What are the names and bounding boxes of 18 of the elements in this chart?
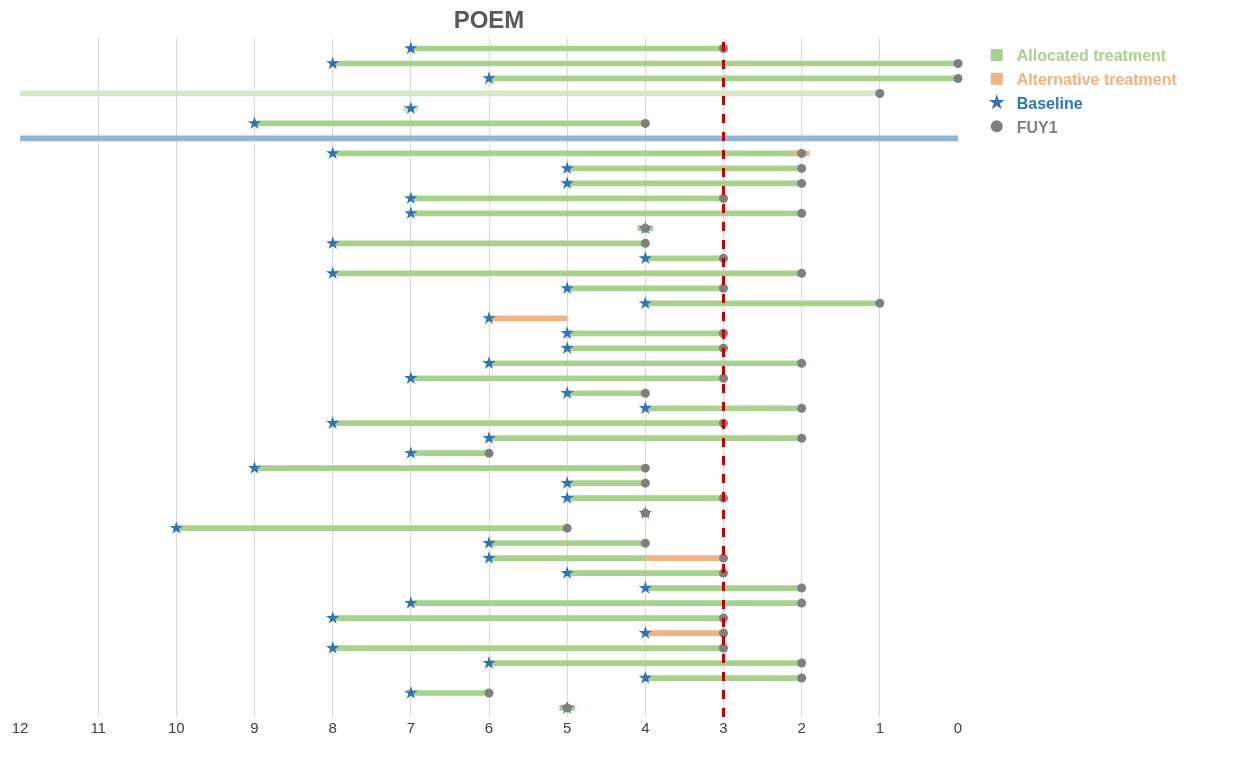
x-tick-label: 3 — [719, 719, 728, 736]
x-tick-label: 5 — [563, 719, 572, 736]
x-tick-label: 7 — [406, 719, 415, 736]
x-tick-label: 0 — [953, 719, 963, 736]
x-tick-label: 9 — [250, 719, 259, 736]
x-tick-label: 4 — [641, 719, 650, 736]
x-tick-label: 2 — [797, 719, 806, 736]
x-tick-label: 11 — [90, 719, 106, 736]
legend-label: FUY1 — [1016, 118, 1058, 136]
legend-label: Baseline — [1016, 94, 1083, 112]
x-tick-label: 6 — [484, 719, 494, 736]
x-tick-label: 10 — [167, 719, 185, 736]
chart-title: POEM — [453, 6, 525, 34]
x-tick-label: 1 — [875, 719, 884, 736]
legend-label: Alternative treatment — [1016, 70, 1178, 88]
x-tick-label: 8 — [328, 719, 337, 736]
x-tick-label: 12 — [11, 719, 29, 736]
legend-label: Allocated treatment — [1016, 47, 1167, 65]
